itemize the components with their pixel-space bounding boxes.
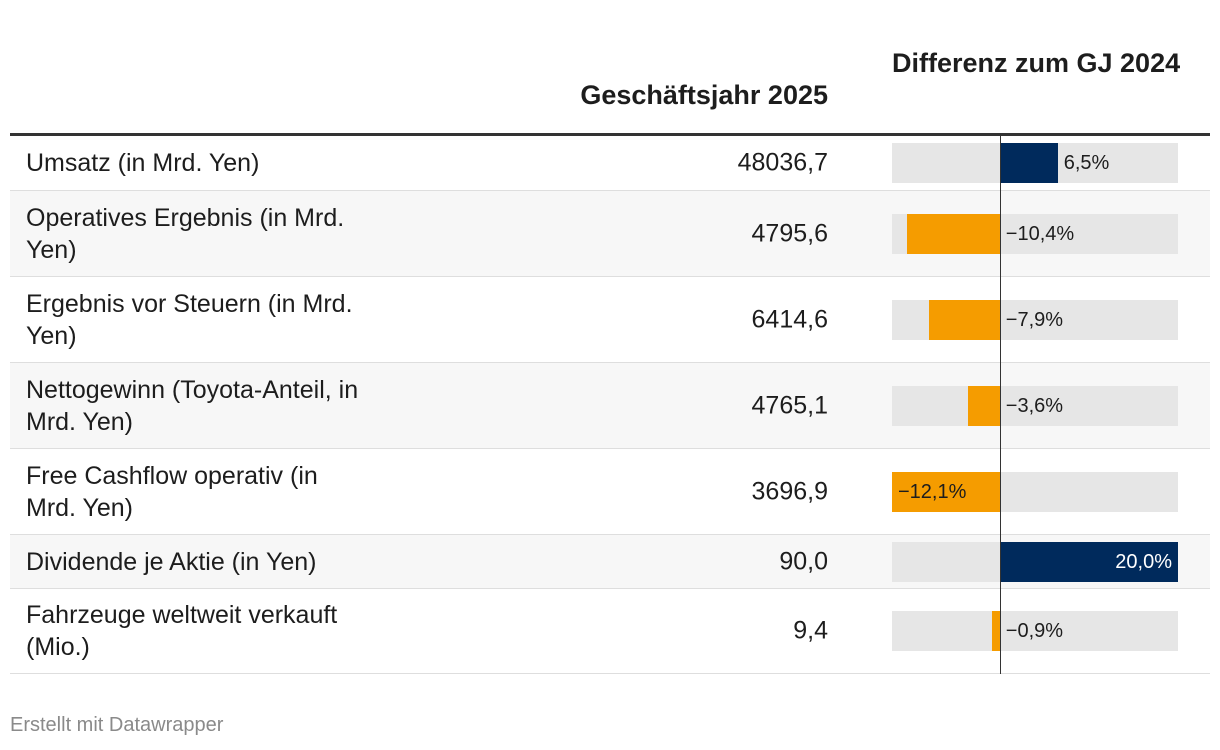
bar-negative	[892, 471, 1000, 512]
bar-track: −12,1%	[892, 471, 1178, 512]
table-row: Nettogewinn (Toyota-Anteil, in Mrd. Yen)…	[10, 363, 1210, 449]
bar-negative	[967, 385, 1000, 426]
row-value: 6414,6	[751, 305, 828, 333]
data-table-chart: Geschäftsjahr 2025 Differenz zum GJ 2024…	[10, 0, 1210, 674]
table-row: Fahrzeuge weltweit verkauft (Mio.) 9,4 −0,…	[10, 589, 1210, 674]
row-value: 4795,6	[751, 219, 828, 247]
column-header-difference: Differenz zum GJ 2024	[892, 48, 1181, 78]
bar-negative	[929, 299, 1000, 340]
table-body: Umsatz (in Mrd. Yen) 48036,7 6,5% Operative…	[10, 136, 1210, 674]
row-value: 4765,1	[751, 391, 828, 419]
table-row: Dividende je Aktie (in Yen) 90,0 20,0%	[10, 535, 1210, 589]
row-value: 9,4	[793, 616, 828, 645]
bar-data-label: 20,0%	[1115, 550, 1172, 573]
bar-data-label: −7,9%	[1005, 308, 1064, 331]
bar-data-label: −0,9%	[1005, 620, 1064, 642]
bar-track: −7,9%	[892, 299, 1178, 340]
bar-negative	[991, 611, 1000, 651]
row-label: Free Cashflow operativ (in Mrd. Yen)	[26, 461, 318, 522]
bar-track: −0,9%	[892, 611, 1178, 651]
bar-track: −10,4%	[892, 213, 1178, 254]
row-label: Fahrzeuge weltweit verkauft (Mio.)	[26, 601, 338, 661]
row-label: Ergebnis vor Steuern (in Mrd. Yen)	[26, 289, 353, 350]
zero-axis-line	[999, 136, 1001, 674]
row-value: 90,0	[779, 547, 828, 575]
row-label: Dividende je Aktie (in Yen)	[26, 547, 317, 576]
row-label: Nettogewinn (Toyota-Anteil, in Mrd. Yen)	[26, 375, 359, 436]
row-value: 48036,7	[737, 148, 828, 177]
bar-track: 20,0%	[892, 541, 1178, 582]
bar-negative	[907, 213, 1000, 254]
bar-positive	[999, 541, 1178, 582]
table-row: Ergebnis vor Steuern (in Mrd. Yen) 6414,6…	[10, 277, 1210, 363]
bar-data-label: −10,4%	[1005, 222, 1075, 245]
bar-track: 6,5%	[892, 143, 1178, 183]
row-value: 3696,9	[751, 477, 828, 505]
bar-track: −3,6%	[892, 385, 1178, 426]
row-label: Umsatz (in Mrd. Yen)	[26, 149, 260, 177]
bar-data-label: 6,5%	[1063, 152, 1110, 174]
table-header: Geschäftsjahr 2025 Differenz zum GJ 2024	[10, 0, 1210, 136]
table-row: Umsatz (in Mrd. Yen) 48036,7 6,5%	[10, 136, 1210, 191]
footer-credit: Erstellt mit Datawrapper	[10, 714, 224, 736]
table-row: Free Cashflow operativ (in Mrd. Yen) 3696…	[10, 449, 1210, 535]
row-label: Operatives Ergebnis (in Mrd. Yen)	[26, 203, 345, 264]
table-row: Operatives Ergebnis (in Mrd. Yen) 4795,6 −…	[10, 191, 1210, 277]
bar-data-label: −12,1%	[898, 480, 967, 503]
bar-data-label: −3,6%	[1005, 394, 1064, 417]
column-header-fiscal-year: Geschäftsjahr 2025	[580, 80, 828, 110]
bar-positive	[999, 143, 1058, 183]
